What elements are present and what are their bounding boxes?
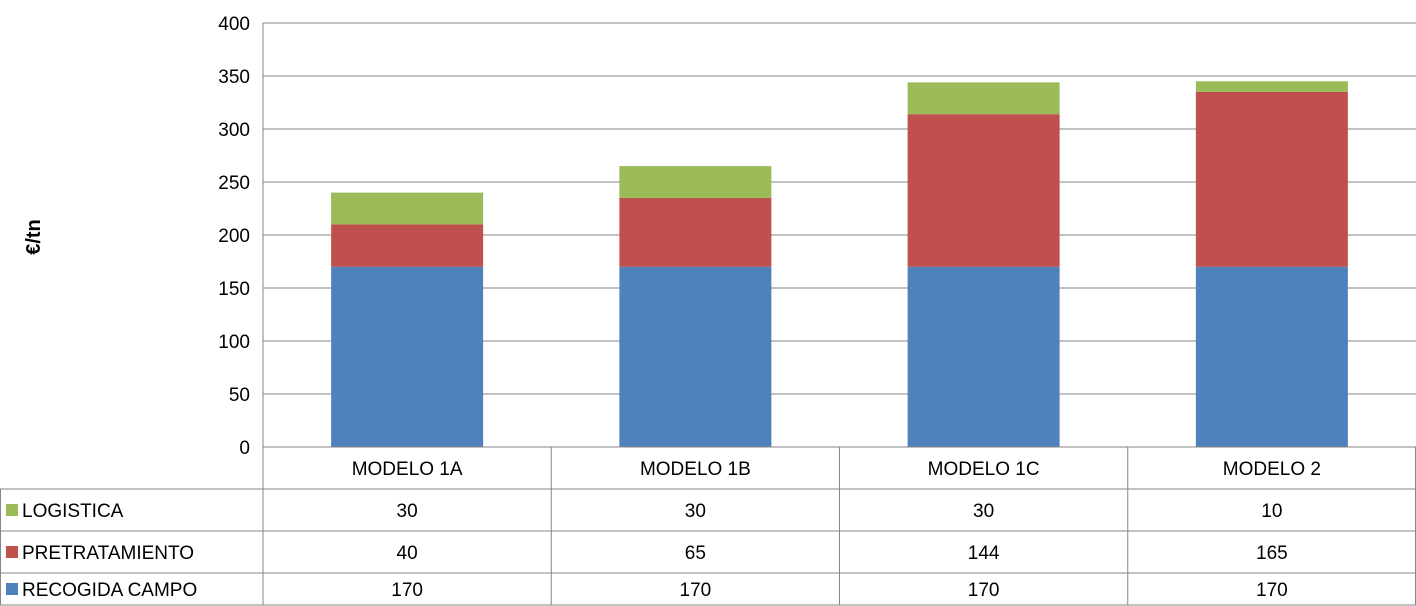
bar-segment [619, 166, 772, 198]
bar-segment [1195, 266, 1348, 447]
table-value: 10 [1261, 501, 1282, 522]
x-category-label: MODELO 1B [640, 459, 751, 480]
bar-segment [619, 197, 772, 267]
legend-swatch [6, 546, 18, 558]
table-value: 170 [968, 580, 1000, 601]
bar-segment [1195, 81, 1348, 92]
y-axis-label: €/tn [23, 219, 45, 255]
y-tick-label: 0 [239, 438, 250, 459]
y-tick-label: 150 [218, 279, 250, 300]
table-value: 40 [397, 543, 418, 564]
bar-segment [619, 266, 772, 447]
y-tick-label: 100 [218, 332, 250, 353]
legend-label: RECOGIDA CAMPO [22, 580, 197, 601]
legend-swatch [6, 504, 18, 516]
x-category-label: MODELO 1A [352, 459, 463, 480]
y-axis-ticks: 0 50 100 150 200 250 300 350 400 [218, 14, 250, 459]
bar-segment [331, 266, 484, 447]
bar-segment [331, 224, 484, 267]
bars [331, 81, 1348, 447]
table-value: 144 [968, 543, 1000, 564]
data-table: MODELO 1A MODELO 1B MODELO 1C MODELO 2 LOGIS… [0, 446, 1416, 606]
bar-segment [907, 114, 1060, 267]
bar-segment [1195, 91, 1348, 267]
y-tick-label: 50 [229, 385, 250, 406]
table-value: 165 [1256, 543, 1288, 564]
y-tick-label: 400 [218, 14, 250, 35]
y-tick-label: 300 [218, 120, 250, 141]
x-category-label: MODELO 2 [1223, 459, 1321, 480]
y-tick-label: 200 [218, 226, 250, 247]
table-value: 30 [973, 501, 994, 522]
table-value: 30 [685, 501, 706, 522]
bar-segment [907, 266, 1060, 447]
x-category-label: MODELO 1C [928, 459, 1040, 480]
bar-segment [907, 82, 1060, 115]
legend-label: PRETRATAMIENTO [22, 543, 194, 564]
y-tick-label: 250 [218, 173, 250, 194]
table-value: 170 [680, 580, 712, 601]
table-value: 30 [397, 501, 418, 522]
table-value: 65 [685, 543, 706, 564]
legend-label: LOGISTICA [22, 501, 124, 522]
legend-swatch [6, 583, 18, 595]
bar-segment [331, 192, 484, 225]
y-tick-label: 350 [218, 67, 250, 88]
table-value: 170 [1256, 580, 1288, 601]
table-value: 170 [391, 580, 423, 601]
